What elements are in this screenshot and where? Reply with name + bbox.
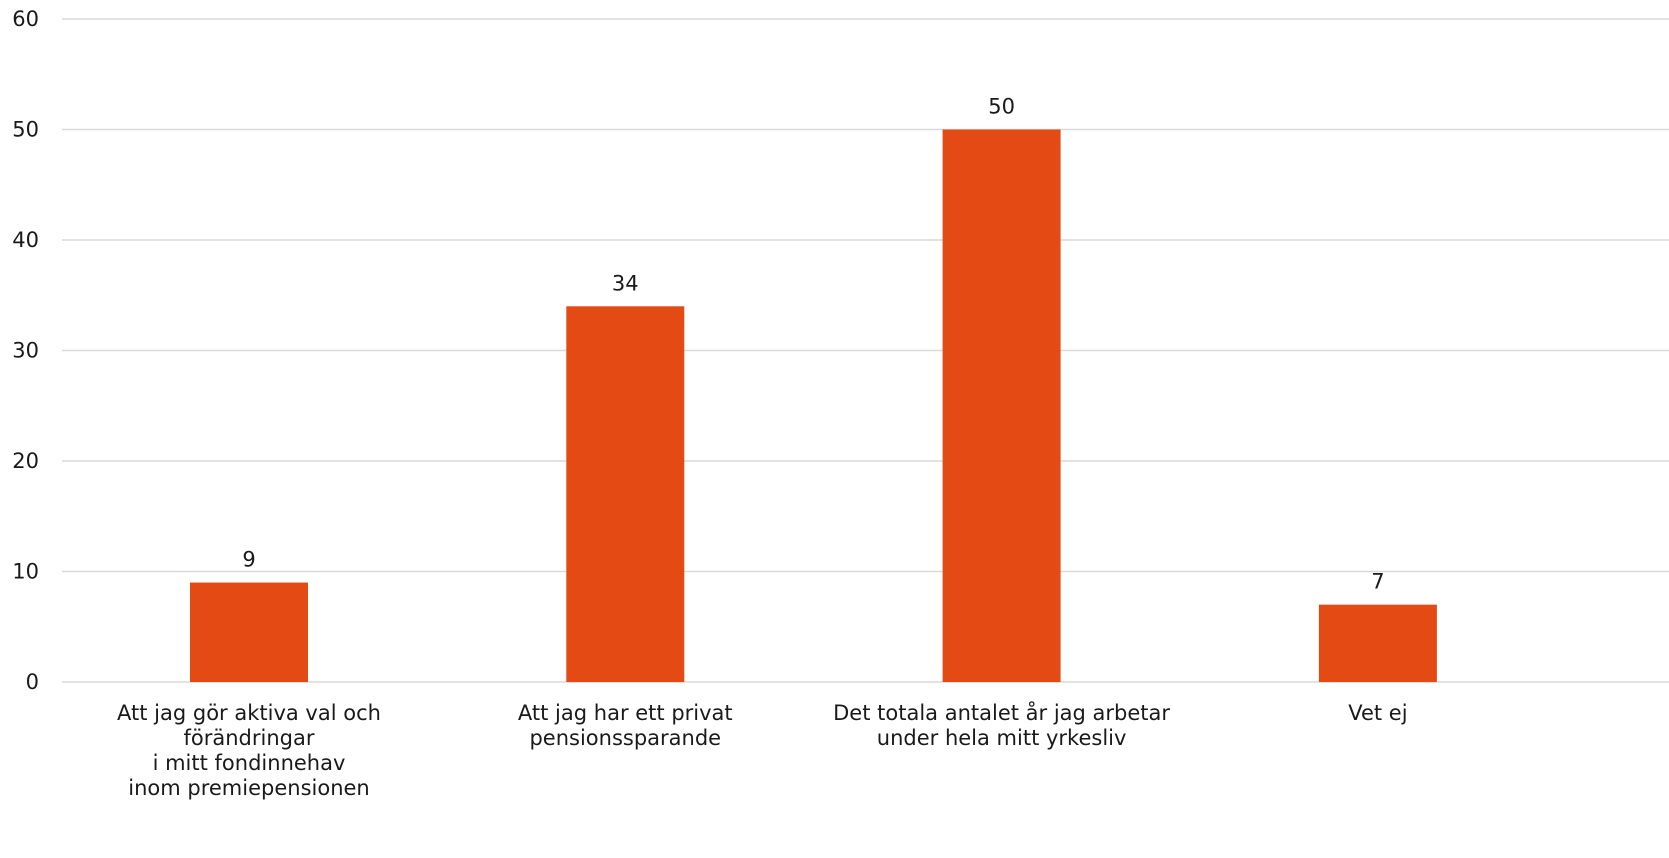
y-tick-label: 40 (12, 228, 39, 252)
bar (1318, 604, 1437, 682)
y-tick-label: 50 (12, 118, 39, 142)
bar (566, 306, 685, 682)
bar (190, 582, 308, 682)
bar (942, 129, 1061, 682)
x-category-label: Att jag har ett privat pensionssparande (517, 701, 733, 750)
x-category-label: Vet ej (1348, 701, 1408, 725)
x-category-label: Det totala antalet år jag arbetar under … (833, 701, 1171, 750)
y-tick-label: 30 (12, 339, 39, 363)
data-label: 34 (612, 271, 639, 295)
y-tick-label: 20 (12, 449, 39, 473)
data-label: 50 (988, 95, 1015, 119)
y-tick-label: 10 (12, 560, 39, 584)
y-tick-label: 60 (12, 7, 39, 31)
data-label: 9 (242, 548, 255, 572)
x-category-label: Att jag gör aktiva val och förändringar … (117, 701, 381, 800)
data-label: 7 (1371, 570, 1384, 594)
y-tick-label: 0 (26, 670, 39, 694)
